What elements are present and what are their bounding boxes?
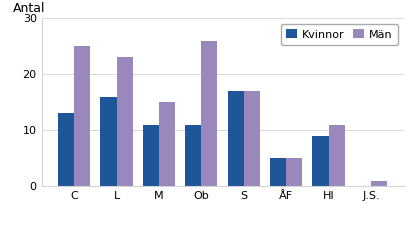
Bar: [116, 57, 133, 186]
Bar: [143, 125, 159, 186]
Bar: [270, 158, 286, 186]
Bar: [159, 102, 175, 186]
Bar: [244, 91, 260, 186]
Bar: [312, 136, 329, 186]
Bar: [201, 41, 218, 186]
Bar: [371, 180, 387, 186]
Bar: [329, 125, 345, 186]
Bar: [185, 125, 201, 186]
Bar: [100, 96, 116, 186]
Bar: [228, 91, 244, 186]
Text: Antal: Antal: [12, 2, 45, 15]
Bar: [286, 158, 302, 186]
Bar: [74, 46, 90, 186]
Legend: Kvinnor, Män: Kvinnor, Män: [281, 24, 398, 45]
Bar: [58, 113, 74, 186]
